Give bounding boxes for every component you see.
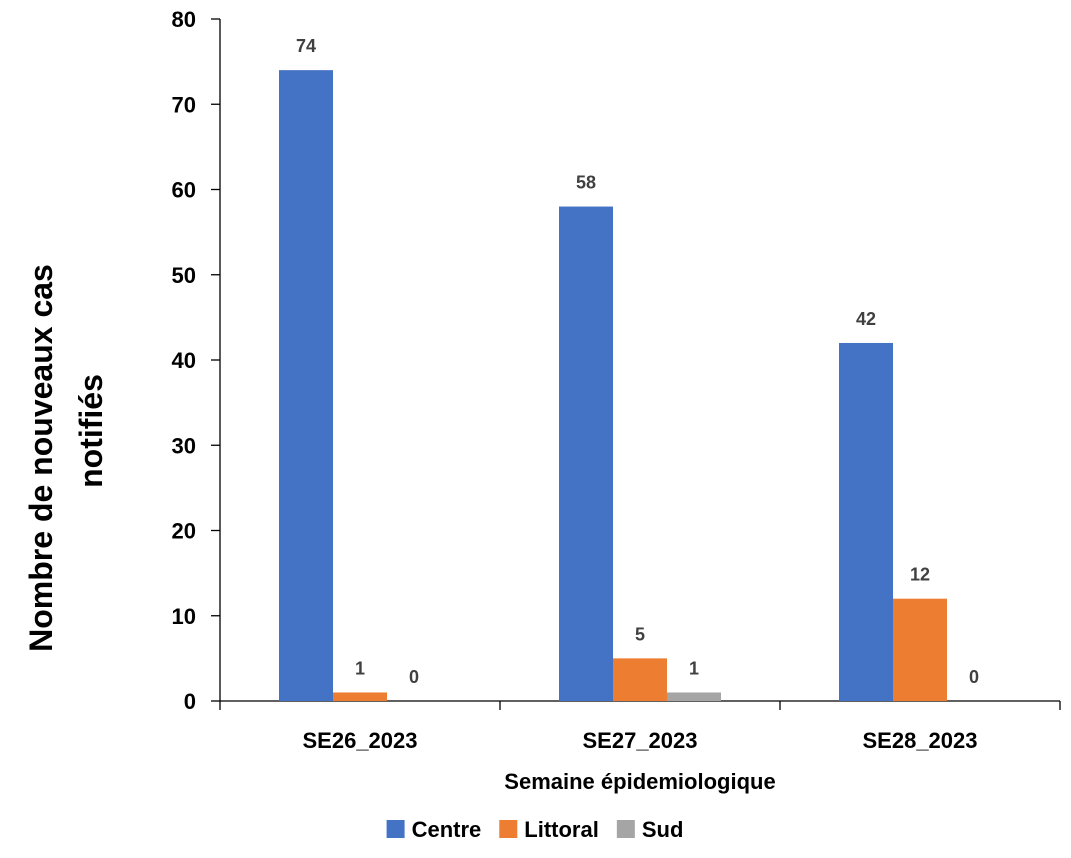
y-tick-label: 40 bbox=[172, 348, 196, 373]
x-tick-label: SE27_2023 bbox=[583, 728, 698, 753]
y-tick-label: 50 bbox=[172, 263, 196, 288]
bar-littoral bbox=[613, 658, 667, 701]
y-axis-title: Nombre de nouveaux cas notifiés bbox=[23, 264, 109, 652]
legend-item-centre: Centre bbox=[386, 817, 482, 842]
x-axis-title: Semaine épidemiologique bbox=[504, 769, 775, 794]
legend-swatch bbox=[386, 820, 405, 838]
y-tick-label: 60 bbox=[172, 178, 196, 203]
bar-centre bbox=[839, 342, 893, 701]
legend-swatch bbox=[616, 820, 635, 838]
data-label: 58 bbox=[576, 173, 596, 193]
bar-centre bbox=[559, 206, 613, 702]
data-labels: 74 1 0 58 5 1 42 12 0 bbox=[296, 36, 979, 687]
y-ticks: 0 10 20 30 40 50 60 70 80 bbox=[172, 7, 220, 714]
data-label: 1 bbox=[689, 658, 699, 678]
bar-littoral bbox=[333, 692, 387, 701]
legend-item-sud: Sud bbox=[616, 817, 684, 842]
legend-swatch bbox=[499, 820, 518, 838]
bar-littoral bbox=[893, 598, 947, 701]
data-label: 12 bbox=[910, 565, 930, 585]
y-tick-label: 80 bbox=[172, 7, 196, 32]
x-ticks: SE26_2023 SE27_2023 SE28_2023 bbox=[219, 701, 1061, 753]
y-tick-label: 20 bbox=[172, 519, 196, 544]
y-tick-label: 0 bbox=[184, 689, 196, 714]
bar-centre bbox=[279, 70, 333, 701]
legend: Centre Littoral Sud bbox=[386, 817, 684, 842]
data-label: 74 bbox=[296, 36, 316, 56]
data-label: 0 bbox=[409, 667, 419, 687]
legend-label: Littoral bbox=[524, 817, 599, 842]
data-label: 0 bbox=[969, 667, 979, 687]
data-label: 5 bbox=[635, 624, 645, 644]
x-tick-label: SE28_2023 bbox=[863, 728, 978, 753]
legend-item-littoral: Littoral bbox=[499, 817, 599, 842]
y-axis-title-line-2: notifiés bbox=[73, 374, 109, 488]
y-tick-label: 10 bbox=[172, 604, 196, 629]
y-tick-label: 70 bbox=[172, 92, 196, 117]
data-label: 42 bbox=[856, 309, 876, 329]
bar-sud bbox=[667, 692, 721, 701]
data-label: 1 bbox=[355, 658, 365, 678]
x-tick-label: SE26_2023 bbox=[303, 728, 418, 753]
legend-label: Sud bbox=[642, 817, 684, 842]
y-tick-label: 30 bbox=[172, 433, 196, 458]
bars bbox=[279, 70, 947, 702]
legend-label: Centre bbox=[412, 817, 482, 842]
y-axis-title-line-1: Nombre de nouveaux cas bbox=[23, 264, 59, 652]
